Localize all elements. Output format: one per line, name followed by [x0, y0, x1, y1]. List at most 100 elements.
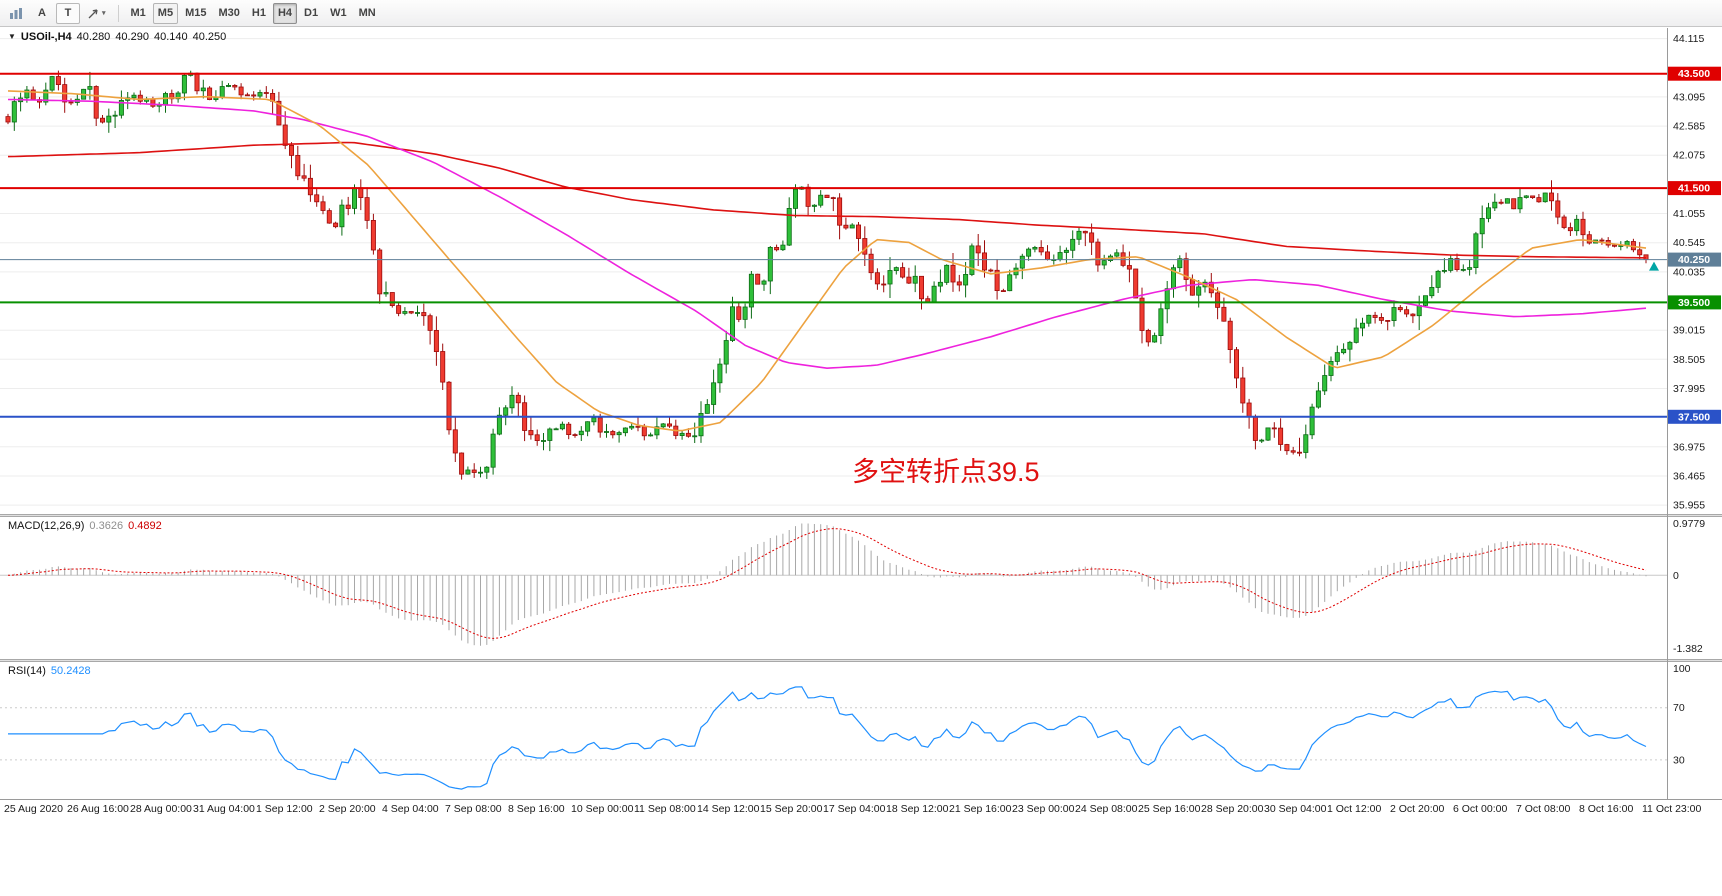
close-value: 40.250: [192, 31, 227, 43]
timeframe-buttons-group: M1 M5 M15 M30 H1 H4 D1 W1 MN: [126, 2, 381, 24]
timeframe-h1-button[interactable]: H1: [247, 3, 271, 24]
toolbar: A T ▾ M1 M5 M15 M30 H1 H4 D1 W1 MN: [0, 0, 1722, 27]
macd-name: MACD(12,26,9): [8, 520, 85, 532]
time-axis-label: 28 Aug 00:00: [130, 803, 192, 815]
macd-signal-line: [7, 528, 1647, 639]
time-axis-label: 11 Oct 23:00: [1642, 803, 1702, 815]
timeframe-d1-button[interactable]: D1: [299, 3, 323, 24]
price-badge-label: 40.250: [1678, 254, 1710, 266]
time-axis-label: 21 Sep 16:00: [949, 803, 1012, 815]
time-axis-label: 2 Sep 20:00: [319, 803, 376, 815]
price-tick-label: 42.585: [1673, 121, 1705, 133]
price-tick-label: 44.115: [1673, 33, 1704, 45]
ma-mid-magenta: [7, 98, 1647, 370]
chart-annotation-text[interactable]: 多空转折点39.5: [852, 457, 1040, 487]
price-level-lines[interactable]: [0, 72, 1667, 418]
price-tick-label: 35.955: [1673, 500, 1705, 512]
high-value: 40.290: [115, 31, 149, 43]
chart-tool-button[interactable]: [4, 3, 28, 24]
price-badge-label: 39.500: [1678, 297, 1710, 309]
time-axis-label: 25 Aug 2020: [4, 803, 63, 815]
time-axis-label: 26 Aug 16:00: [67, 803, 129, 815]
time-axis-label: 6 Oct 00:00: [1453, 803, 1507, 815]
candles-layer[interactable]: [5, 70, 1649, 480]
time-axis-label: 10 Sep 00:00: [571, 803, 634, 815]
ma-slow-red: [7, 141, 1646, 259]
time-axis-label: 7 Sep 08:00: [445, 803, 502, 815]
price-tick-label: 38.505: [1673, 354, 1705, 366]
rsi-line: [8, 686, 1647, 790]
macd-main-value: 0.3626: [89, 520, 124, 532]
price-tick-label: 39.015: [1673, 325, 1705, 337]
time-axis-label: 30 Sep 04:00: [1264, 803, 1327, 815]
price-badge-39.500: [1668, 295, 1721, 310]
time-axis-label: 7 Oct 08:00: [1516, 803, 1570, 815]
time-axis-label: 17 Sep 04:00: [823, 803, 886, 815]
time-axis-label: 8 Oct 16:00: [1579, 803, 1633, 815]
price-badge-label: 43.500: [1678, 68, 1710, 80]
symbol-ohlc-label: ▼ USOil-,H4 40.280 40.290 40.140 40.250: [8, 31, 231, 43]
price-tick-label: 43.095: [1673, 91, 1705, 103]
macd-indicator-label: MACD(12,26,9) 0.3626 0.4892: [8, 520, 167, 532]
timeframe-m15-button[interactable]: M15: [180, 3, 211, 24]
price-badge-43.500: [1668, 66, 1721, 81]
draw-arrow-icon: [88, 8, 98, 18]
time-axis-label: 18 Sep 12:00: [886, 803, 949, 815]
time-axis-label: 11 Sep 08:00: [634, 803, 696, 815]
price-tick-label: 36.465: [1673, 471, 1705, 483]
bar-chart-icon: [10, 7, 22, 19]
time-axis-label: 1 Oct 12:00: [1327, 803, 1381, 815]
price-tick-label: 40.035: [1673, 266, 1705, 278]
timeframe-w1-button[interactable]: W1: [325, 3, 352, 24]
grid-layer: [0, 38, 1667, 506]
arrow-tool-label: A: [38, 7, 46, 19]
low-value: 40.140: [153, 31, 188, 43]
panel-splitter-rsi[interactable]: [0, 659, 1722, 662]
time-axis-label: 15 Sep 20:00: [760, 803, 823, 815]
time-axis-label: 24 Sep 08:00: [1075, 803, 1138, 815]
objects-tool-button[interactable]: ▾: [82, 3, 111, 24]
time-axis-label: 28 Sep 20:00: [1201, 803, 1264, 815]
chevron-down-icon: ▾: [102, 10, 106, 17]
price-badge-label: 37.500: [1678, 411, 1710, 423]
time-axis-label: 2 Oct 20:00: [1390, 803, 1444, 815]
ma-fast-orange: [7, 90, 1647, 432]
symbol-period-label: USOil-,H4: [20, 31, 72, 43]
price-tick-label: 37.995: [1673, 383, 1705, 395]
price-tick-label: 36.975: [1673, 441, 1705, 453]
panel-splitter-macd[interactable]: [0, 514, 1722, 517]
collapse-icon[interactable]: ▼: [8, 32, 16, 41]
timeframe-m30-button[interactable]: M30: [213, 3, 244, 24]
time-axis-label: 8 Sep 16:00: [508, 803, 565, 815]
time-axis-label: 25 Sep 16:00: [1138, 803, 1201, 815]
indicator-layer: [0, 523, 1667, 790]
text-tool-button[interactable]: T: [56, 2, 80, 24]
price-tick-label: 42.075: [1673, 150, 1705, 162]
time-axis-label: 14 Sep 12:00: [697, 803, 760, 815]
price-badge-37.500: [1668, 409, 1721, 424]
rsi-name: RSI(14): [8, 665, 46, 677]
arrow-tool-button[interactable]: A: [30, 3, 54, 24]
price-badge-40.250: [1668, 252, 1721, 267]
macd-tick-label: -1.382: [1673, 643, 1703, 655]
timeframe-m5-button[interactable]: M5: [152, 2, 179, 24]
rsi-indicator-label: RSI(14) 50.2428: [8, 665, 96, 677]
rsi-value: 50.2428: [50, 665, 91, 677]
axis-layer: 44.115 43.095 42.585 42.075 41.055 40.545 40.0…: [0, 28, 1722, 815]
timeframe-h4-button[interactable]: H4: [272, 2, 298, 24]
time-axis-label: 4 Sep 04:00: [382, 803, 439, 815]
toolbar-separator: [117, 4, 119, 22]
open-value: 40.280: [76, 31, 111, 43]
rsi-tick-label: 100: [1673, 663, 1691, 675]
time-axis-label: 1 Sep 12:00: [256, 803, 313, 815]
timeframe-m1-button[interactable]: M1: [126, 3, 151, 24]
timeframe-mn-button[interactable]: MN: [354, 3, 381, 24]
macd-tick-label: 0.9779: [1673, 518, 1705, 530]
time-axis-label: 31 Aug 04:00: [193, 803, 255, 815]
rsi-tick-label: 30: [1673, 754, 1685, 766]
price-badge-41.500: [1668, 181, 1721, 196]
moving-averages-layer: [7, 90, 1647, 432]
macd-signal-value: 0.4892: [128, 520, 162, 532]
price-tick-label: 40.545: [1673, 237, 1705, 249]
